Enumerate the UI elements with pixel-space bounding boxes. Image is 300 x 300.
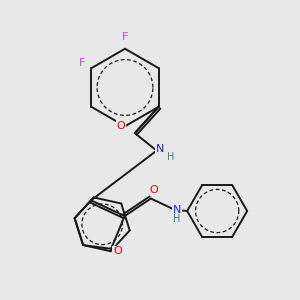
Text: F: F [79,58,85,68]
Text: O: O [117,121,125,130]
Text: H: H [173,214,181,224]
Text: N: N [156,144,164,154]
Text: H: H [167,152,175,162]
Text: N: N [173,205,182,215]
Text: O: O [113,246,122,256]
Text: O: O [150,185,158,195]
Text: F: F [122,32,128,43]
